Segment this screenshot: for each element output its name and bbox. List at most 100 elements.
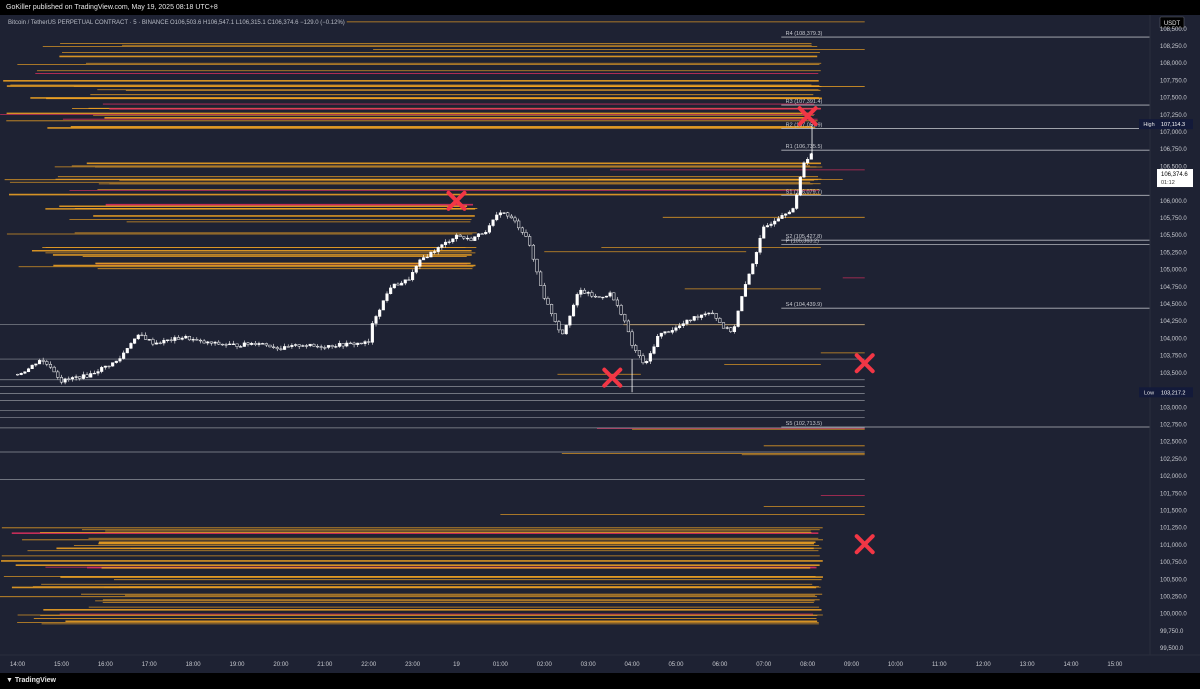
candle-body[interactable] (334, 346, 338, 348)
candle-body[interactable] (645, 360, 649, 364)
candle-body[interactable] (487, 225, 491, 233)
candle-body[interactable] (656, 336, 660, 348)
candle-body[interactable] (352, 342, 356, 345)
candle-body[interactable] (769, 223, 773, 226)
candle-body[interactable] (557, 321, 561, 331)
candle-body[interactable] (524, 232, 528, 237)
candle-body[interactable] (392, 283, 396, 289)
candle-body[interactable] (242, 342, 246, 347)
candle-body[interactable] (784, 213, 788, 216)
candle-body[interactable] (422, 257, 426, 261)
candle-body[interactable] (528, 236, 532, 246)
candle-body[interactable] (447, 241, 451, 243)
candle-body[interactable] (92, 372, 96, 375)
candle-body[interactable] (239, 346, 243, 348)
candle-body[interactable] (462, 236, 466, 239)
candle-body[interactable] (637, 350, 641, 357)
currency-badge[interactable] (1159, 16, 1185, 29)
candle-body[interactable] (754, 252, 758, 265)
candle-body[interactable] (736, 310, 740, 327)
candle-body[interactable] (689, 319, 693, 322)
candle-body[interactable] (151, 339, 155, 345)
candle-body[interactable] (762, 226, 766, 239)
candle-body[interactable] (484, 232, 488, 235)
candle-body[interactable] (469, 237, 473, 241)
candle-body[interactable] (206, 341, 210, 344)
candle-body[interactable] (48, 363, 53, 368)
candle-body[interactable] (791, 208, 795, 213)
candle-body[interactable] (52, 366, 56, 373)
candle-body[interactable] (443, 241, 448, 245)
candle-body[interactable] (568, 315, 572, 326)
candle-body[interactable] (67, 378, 71, 380)
candle-body[interactable] (780, 215, 784, 219)
candle-body[interactable] (465, 237, 470, 240)
candle-body[interactable] (348, 342, 352, 345)
candle-body[interactable] (670, 330, 674, 333)
candle-body[interactable] (436, 247, 440, 252)
candle-body[interactable] (133, 338, 137, 344)
candle-body[interactable] (272, 346, 276, 348)
candle-body[interactable] (454, 234, 459, 240)
candle-body[interactable] (155, 342, 159, 345)
candle-body[interactable] (634, 345, 638, 351)
candle-body[interactable] (674, 327, 678, 331)
candle-body[interactable] (136, 334, 140, 340)
candle-body[interactable] (224, 344, 228, 346)
candle-body[interactable] (89, 373, 93, 378)
candle-body[interactable] (725, 327, 729, 329)
candle-body[interactable] (729, 327, 733, 332)
candle-body[interactable] (476, 233, 480, 237)
candle-body[interactable] (213, 341, 217, 344)
candle-body[interactable] (165, 339, 170, 341)
candle-body[interactable] (378, 309, 382, 317)
candle-body[interactable] (140, 334, 144, 337)
candle-body[interactable] (601, 296, 605, 299)
candle-body[interactable] (718, 318, 722, 323)
candle-body[interactable] (283, 346, 287, 350)
candle-body[interactable] (707, 312, 711, 315)
candle-body[interactable] (367, 341, 371, 343)
candle-body[interactable] (440, 244, 444, 248)
candle-body[interactable] (403, 279, 407, 284)
currency-label[interactable]: USDT (1164, 21, 1181, 27)
candle-body[interactable] (612, 292, 616, 301)
candle-body[interactable] (535, 258, 539, 273)
candle-body[interactable] (129, 343, 133, 349)
candle-body[interactable] (429, 251, 433, 258)
candle-body[interactable] (144, 335, 148, 340)
candle-body[interactable] (158, 342, 162, 344)
candle-body[interactable] (809, 153, 813, 160)
candle-body[interactable] (776, 218, 780, 222)
candle-body[interactable] (147, 339, 151, 341)
candle-body[interactable] (400, 282, 404, 286)
candle-body[interactable] (520, 227, 524, 233)
candle-body[interactable] (623, 314, 627, 322)
candle-body[interactable] (425, 256, 429, 259)
candle-body[interactable] (345, 342, 349, 347)
candle-body[interactable] (231, 343, 235, 345)
candle-body[interactable] (685, 319, 689, 324)
candle-body[interactable] (491, 219, 495, 226)
candle-body[interactable] (432, 251, 437, 253)
candle-body[interactable] (798, 176, 802, 196)
candle-body[interactable] (414, 265, 418, 273)
candle-body[interactable] (16, 373, 20, 376)
candle-body[interactable] (667, 331, 671, 333)
candle-body[interactable] (195, 339, 199, 341)
candle-body[interactable] (802, 162, 806, 178)
candle-body[interactable] (198, 339, 202, 342)
candle-body[interactable] (187, 336, 192, 341)
candle-body[interactable] (692, 316, 696, 321)
candle-body[interactable] (593, 295, 598, 298)
candle-body[interactable] (103, 365, 107, 368)
candle-body[interactable] (63, 378, 67, 383)
candle-body[interactable] (319, 346, 323, 348)
candle-body[interactable] (407, 279, 411, 281)
candle-body[interactable] (604, 295, 609, 298)
candle-body[interactable] (703, 313, 707, 316)
candle-body[interactable] (26, 368, 31, 373)
candle-body[interactable] (451, 238, 455, 243)
candle-body[interactable] (498, 212, 502, 216)
candle-body[interactable] (312, 343, 316, 347)
